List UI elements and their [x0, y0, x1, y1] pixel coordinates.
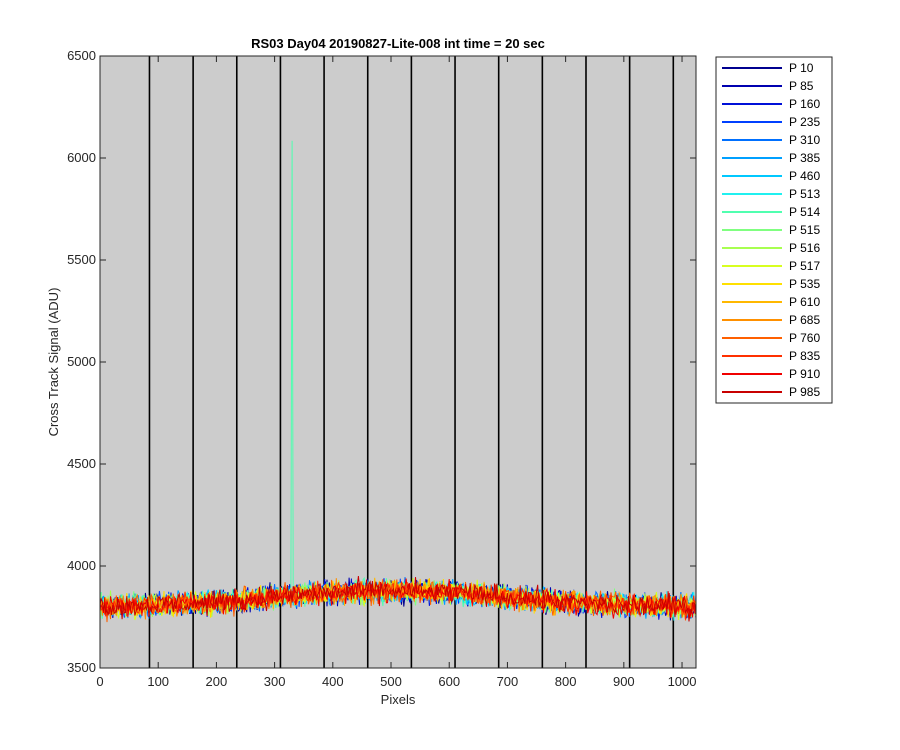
y-tick-label: 4500 — [67, 456, 96, 471]
legend-label: P 385 — [789, 151, 820, 165]
legend-label: P 985 — [789, 385, 820, 399]
y-tick-label: 6500 — [67, 48, 96, 63]
x-tick-label: 1000 — [668, 674, 697, 689]
legend-label: P 516 — [789, 241, 820, 255]
legend-label: P 910 — [789, 367, 820, 381]
legend-label: P 835 — [789, 349, 820, 363]
legend-label: P 85 — [789, 79, 814, 93]
legend-label: P 517 — [789, 259, 820, 273]
x-tick-label: 400 — [322, 674, 344, 689]
x-tick-label: 600 — [438, 674, 460, 689]
x-tick-label: 900 — [613, 674, 635, 689]
x-tick-label: 300 — [264, 674, 286, 689]
x-tick-label: 800 — [555, 674, 577, 689]
y-tick-label: 4000 — [67, 558, 96, 573]
series-line — [99, 575, 697, 622]
y-axis: 3500 4000 4500 5000 5500 6000 6500 — [67, 48, 696, 675]
legend-label: P 760 — [789, 331, 820, 345]
x-tick-label: 200 — [206, 674, 228, 689]
legend-label: P 513 — [789, 187, 820, 201]
legend-label: P 310 — [789, 133, 820, 147]
chart-title: RS03 Day04 20190827-Lite-008 int time = … — [251, 36, 545, 51]
legend-label: P 235 — [789, 115, 820, 129]
plot-area — [100, 56, 696, 668]
series-lines — [99, 140, 697, 623]
y-tick-label: 6000 — [67, 150, 96, 165]
legend-label: P 460 — [789, 169, 820, 183]
legend-label: P 610 — [789, 295, 820, 309]
y-axis-label: Cross Track Signal (ADU) — [46, 288, 61, 437]
legend-label: P 514 — [789, 205, 820, 219]
legend-label: P 10 — [789, 61, 814, 75]
legend-label: P 535 — [789, 277, 820, 291]
legend-label: P 685 — [789, 313, 820, 327]
legend-label: P 160 — [789, 97, 820, 111]
x-tick-label: 100 — [147, 674, 169, 689]
legend-label: P 515 — [789, 223, 820, 237]
y-tick-label: 5000 — [67, 354, 96, 369]
x-axis: 0 100 200 300 400 500 600 700 800 900 1000 — [96, 56, 696, 689]
vertical-lines — [148, 56, 675, 668]
x-axis-label: Pixels — [381, 692, 416, 707]
y-tick-label: 5500 — [67, 252, 96, 267]
x-tick-label: 700 — [497, 674, 519, 689]
legend-items: P 10 P 85 P 160 P 235 P 310 P 385 P 460 P 513 P … — [722, 61, 820, 399]
legend: P 10 P 85 P 160 P 235 P 310 P 385 P 460 P 513 P … — [715, 56, 833, 404]
y-tick-label: 3500 — [67, 660, 96, 675]
x-tick-label: 500 — [380, 674, 402, 689]
series-line — [99, 578, 697, 619]
x-tick-label: 0 — [96, 674, 103, 689]
